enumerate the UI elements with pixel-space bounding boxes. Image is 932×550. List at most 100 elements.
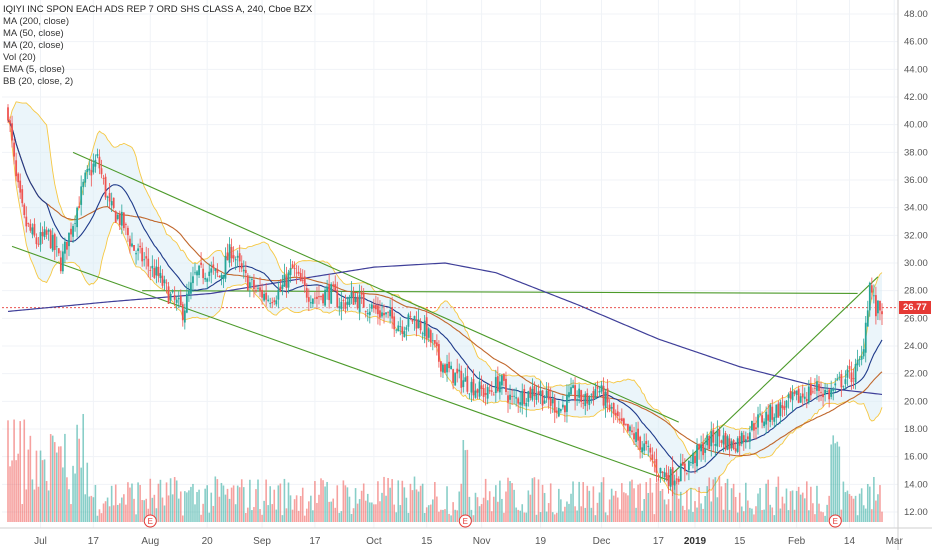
- volume-bar: [377, 481, 379, 522]
- candle-body: [791, 392, 794, 401]
- candle-body: [631, 430, 633, 433]
- candle-body: [316, 296, 318, 299]
- volume-bar: [177, 498, 180, 522]
- volume-bar: [590, 507, 593, 522]
- candle-body: [881, 311, 883, 315]
- volume-bar: [635, 507, 637, 522]
- candle-body: [594, 389, 597, 400]
- candle-body: [110, 201, 113, 206]
- candle-body: [120, 211, 123, 226]
- volume-bar: [330, 501, 332, 522]
- volume-bar: [499, 480, 501, 522]
- volume-bar: [407, 512, 410, 522]
- candle-body: [338, 306, 341, 309]
- volume-bar: [783, 503, 786, 522]
- candle-body: [413, 315, 416, 321]
- candle-body: [517, 398, 520, 404]
- volume-bar: [287, 482, 290, 522]
- volume-bar: [338, 512, 341, 522]
- candle-body: [535, 394, 538, 400]
- candle-body: [137, 248, 139, 251]
- volume-bar: [852, 498, 855, 522]
- legend-item-vol[interactable]: Vol (20): [3, 52, 36, 63]
- legend-item-ma200[interactable]: MA (200, close): [3, 16, 69, 27]
- legend-item-ma50[interactable]: MA (50, close): [3, 28, 64, 39]
- legend-item-ma20[interactable]: MA (20, close): [3, 40, 64, 51]
- price-tick-label: 32.00: [904, 230, 928, 241]
- volume-bar: [440, 509, 442, 522]
- volume-bar: [677, 498, 680, 522]
- candle-body: [708, 435, 711, 450]
- legend-item-ema[interactable]: EMA (5, close): [3, 64, 65, 75]
- candle-body: [425, 317, 428, 340]
- volume-bar: [824, 515, 826, 522]
- volume-bar: [45, 480, 48, 522]
- candle-body: [539, 390, 542, 396]
- candle-body: [647, 445, 650, 448]
- candle-body: [173, 295, 176, 300]
- candle-body: [96, 153, 99, 157]
- volume-bar: [771, 507, 774, 522]
- candle-body: [551, 398, 554, 404]
- volume-bar: [121, 497, 123, 522]
- candle-body: [836, 378, 839, 380]
- candle-body: [834, 383, 837, 386]
- volume-bar: [767, 479, 769, 522]
- candle-body: [748, 432, 751, 442]
- candle-body: [446, 363, 448, 373]
- volume-bar: [186, 492, 188, 522]
- volume-bar: [738, 492, 741, 522]
- volume-bar: [846, 490, 849, 522]
- candle-body: [23, 204, 26, 215]
- candle-body: [515, 397, 518, 399]
- candle-body: [287, 272, 290, 288]
- volume-bar: [708, 477, 711, 522]
- volume-bar: [82, 413, 85, 522]
- volume-bar: [645, 482, 648, 522]
- candle-body: [346, 301, 349, 305]
- volume-bar: [415, 489, 418, 522]
- volume-bar: [149, 478, 152, 522]
- candle-body: [759, 413, 761, 415]
- volume-bar: [405, 497, 408, 522]
- candle-body: [826, 391, 829, 392]
- volume-bar: [460, 483, 463, 522]
- volume-bar: [533, 477, 536, 522]
- volume-bar: [712, 479, 715, 522]
- candle-body: [88, 168, 91, 171]
- volume-bar: [340, 511, 343, 522]
- volume-bar: [137, 482, 139, 522]
- candle-body: [220, 275, 223, 279]
- volume-bar: [303, 515, 306, 522]
- legend-item-bb[interactable]: BB (20, close, 2): [3, 76, 74, 87]
- volume-bar: [434, 481, 436, 522]
- candle-body: [663, 472, 666, 478]
- candle-body: [608, 404, 611, 410]
- volume-bar: [112, 505, 115, 522]
- candle-body: [683, 463, 686, 472]
- candle-body: [15, 160, 18, 177]
- candle-body: [234, 259, 237, 261]
- candle-body: [582, 402, 585, 404]
- volume-bar: [734, 496, 737, 522]
- candle-body: [677, 478, 680, 482]
- candle-body: [336, 290, 339, 308]
- volume-bars: [7, 413, 883, 522]
- moving-averages: [7, 120, 883, 473]
- volume-bar: [255, 489, 257, 522]
- candle-body: [505, 378, 507, 392]
- volume-bar: [661, 488, 664, 522]
- volume-bar: [777, 476, 780, 522]
- candle-body: [732, 440, 735, 449]
- candle-body: [450, 365, 452, 370]
- volume-bar: [495, 485, 497, 522]
- candle-body: [602, 385, 605, 406]
- candle-body: [204, 278, 207, 280]
- candle-body: [456, 368, 459, 374]
- volume-bar: [135, 514, 137, 522]
- volume-bar: [816, 485, 818, 522]
- volume-bar: [393, 504, 395, 522]
- volume-bar: [580, 506, 582, 522]
- volume-bar: [383, 476, 385, 522]
